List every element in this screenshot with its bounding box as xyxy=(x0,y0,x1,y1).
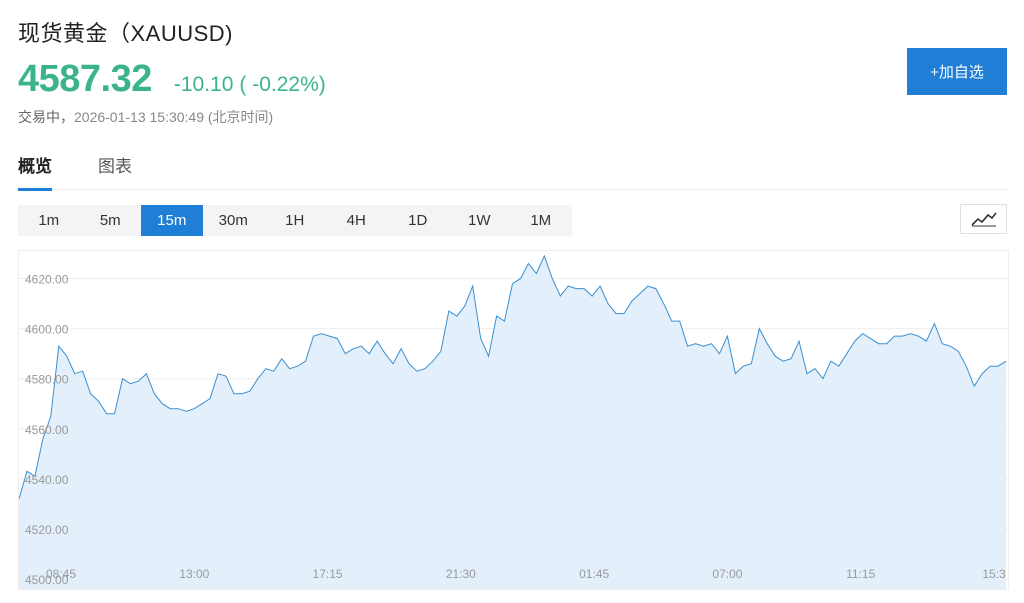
page-title: 现货黄金（XAUUSD) xyxy=(18,21,234,46)
chart-type-button[interactable] xyxy=(960,204,1007,234)
timestamp: 2026-01-13 15:30:49 (北京时间) xyxy=(74,109,274,125)
tab-overview[interactable]: 概览 xyxy=(18,154,52,191)
chart-area-fill xyxy=(19,256,1006,589)
interval-1mo[interactable]: 1M xyxy=(530,212,552,229)
trading-status: 交易中，2026-01-13 15:30:49 (北京时间) xyxy=(18,107,273,127)
y-tick-label: 4540.00 xyxy=(25,473,69,487)
y-tick-label: 4560.00 xyxy=(25,423,69,437)
tab-bar: 概览 图表 xyxy=(18,154,1007,191)
interval-15m[interactable]: 15m xyxy=(141,205,203,236)
x-tick-label: 21:30 xyxy=(446,567,476,581)
interval-30m[interactable]: 30m xyxy=(218,212,248,229)
x-tick-label: 08:45 xyxy=(46,567,76,581)
line-chart-icon xyxy=(970,212,997,227)
x-tick-label: 13:00 xyxy=(179,567,209,581)
y-tick-label: 4520.00 xyxy=(25,523,69,537)
interval-1w[interactable]: 1W xyxy=(468,212,491,229)
x-tick-label: 07:00 xyxy=(712,567,742,581)
interval-1m[interactable]: 1m xyxy=(38,212,60,229)
tab-chart[interactable]: 图表 xyxy=(98,157,132,176)
x-tick-label: 17:15 xyxy=(313,567,343,581)
x-tick-label: 01:45 xyxy=(579,567,609,581)
x-tick-label: 11:15 xyxy=(846,567,875,581)
price-change: -10.10 xyxy=(173,73,234,96)
price-chart-svg: 4500.00 4520.00 4540.00 4560.00 4580.00 4600.… xyxy=(19,254,1008,589)
interval-5m[interactable]: 5m xyxy=(99,212,121,229)
y-tick-label: 4600.00 xyxy=(25,323,69,337)
current-price: 4587.32 xyxy=(18,58,152,100)
interval-1d[interactable]: 1D xyxy=(408,212,428,229)
interval-4h[interactable]: 4H xyxy=(346,212,366,229)
status-text: 交易中， xyxy=(18,109,74,125)
price-change-percent: ( -0.22%) xyxy=(239,73,326,96)
price-chart[interactable]: 4500.00 4520.00 4540.00 4560.00 4580.00 4600.… xyxy=(18,250,1009,590)
x-tick-label: 15:3 xyxy=(982,567,1006,581)
price-row: 4587.32 -10.10 ( -0.22%) xyxy=(18,58,326,101)
add-to-watchlist-button[interactable]: +加自选 xyxy=(907,48,1007,95)
chart-series-line xyxy=(19,254,1007,500)
interval-selector: 1m 5m 15m 30m 1H 4H 1D 1W 1M xyxy=(18,205,572,236)
interval-1h[interactable]: 1H xyxy=(285,212,305,229)
y-tick-label: 4620.00 xyxy=(25,273,69,287)
y-tick-label: 4580.00 xyxy=(25,373,69,387)
y-tick-label: 4500.00 xyxy=(25,573,69,587)
